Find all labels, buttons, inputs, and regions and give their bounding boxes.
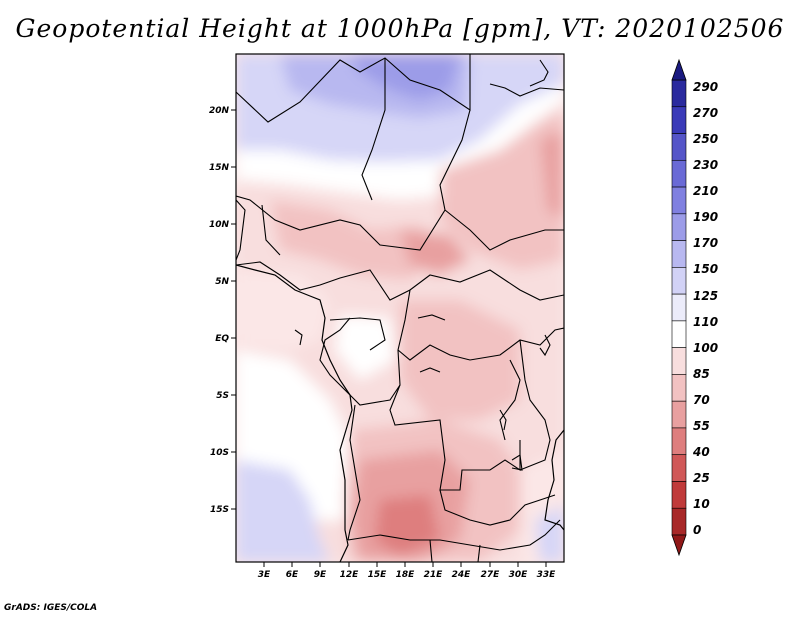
- lon-label: 9E: [314, 570, 327, 580]
- colorbar-label: 70: [693, 393, 710, 407]
- lon-labels: 3E 6E 9E 12E 15E 18E 21E 24E 27E 30E 33E: [258, 570, 556, 580]
- lat-label: 15N: [209, 163, 230, 173]
- colorbar-segment: [671, 293, 687, 322]
- colorbar-label: 25: [693, 471, 710, 485]
- lon-label: 3E: [258, 570, 271, 580]
- colorbar-label: 150: [693, 262, 718, 276]
- colorbar-label: 125: [693, 289, 718, 303]
- colorbar-segment: [671, 320, 687, 348]
- axis-ticks: [231, 109, 547, 567]
- colorbar-label: 85: [693, 367, 710, 381]
- lat-label: 15S: [210, 505, 229, 515]
- map-frame: [235, 53, 565, 563]
- lat-label: 10N: [209, 220, 230, 230]
- colorbar: 290 270 250 230 210 190 170 150 125 110 …: [671, 58, 718, 557]
- colorbar-segment: [671, 347, 687, 375]
- grads-credit: GrADS: IGES/COLA: [4, 603, 98, 613]
- colorbar-segment: [671, 400, 687, 429]
- colorbar-segment: [671, 267, 687, 295]
- lat-label: 10S: [210, 448, 229, 458]
- colorbar-label: 0: [693, 523, 701, 537]
- colorbar-label: 100: [693, 341, 718, 355]
- colorbar-segment: [671, 374, 687, 402]
- lon-label: 24E: [452, 570, 472, 580]
- lat-label: EQ: [215, 334, 229, 344]
- lon-label: 6E: [286, 570, 299, 580]
- lat-label: 5S: [216, 391, 229, 401]
- colorbar-label: 230: [693, 158, 718, 172]
- lon-label: 18E: [396, 570, 416, 580]
- colorbar-label: 55: [693, 419, 710, 433]
- colorbar-segment: [671, 106, 687, 134]
- lat-label: 20N: [209, 106, 230, 116]
- colorbar-segment: [671, 240, 687, 268]
- colorbar-label: 210: [693, 184, 718, 198]
- lat-label: 5N: [215, 277, 229, 287]
- colorbar-segment: [671, 186, 687, 215]
- lon-label: 33E: [537, 570, 557, 580]
- page-title: Geopotential Height at 1000hPa [gpm], VT…: [15, 14, 785, 43]
- colorbar-label: 110: [693, 315, 718, 329]
- colorbar-top-arrow: [671, 58, 687, 81]
- colorbar-segment: [671, 507, 687, 536]
- height-field: [236, 54, 564, 562]
- colorbar-label: 190: [693, 210, 718, 224]
- colorbar-label: 250: [693, 132, 718, 146]
- colorbar-segment: [671, 159, 687, 188]
- colorbar-label: 170: [693, 236, 718, 250]
- lon-label: 27E: [481, 570, 501, 580]
- lon-label: 12E: [340, 570, 360, 580]
- colorbar-label: 10: [693, 497, 710, 511]
- colorbar-segment: [671, 213, 687, 241]
- country-borders: [236, 54, 564, 562]
- colorbar-segment: [671, 427, 687, 456]
- colorbar-segment: [671, 79, 687, 108]
- colorbar-segment: [671, 133, 687, 161]
- lon-label: 15E: [368, 570, 388, 580]
- colorbar-label: 270: [693, 106, 718, 120]
- lat-labels: 20N 15N 10N 5N EQ 5S 10S 15S: [209, 106, 230, 515]
- lon-label: 21E: [424, 570, 444, 580]
- colorbar-segment: [671, 481, 687, 509]
- colorbar-bottom-arrow: [671, 534, 687, 557]
- colorbar-label: 40: [692, 445, 710, 459]
- colorbar-label: 290: [693, 80, 718, 94]
- lon-label: 30E: [509, 570, 529, 580]
- coastline: [236, 264, 564, 562]
- colorbar-segment: [671, 454, 687, 482]
